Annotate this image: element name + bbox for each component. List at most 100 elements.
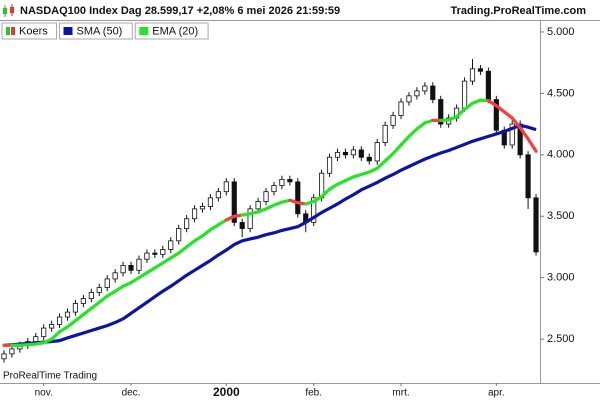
candle-body xyxy=(56,316,63,325)
candle-body xyxy=(184,218,190,229)
candle-body xyxy=(263,191,269,202)
x-tick-label: dec. xyxy=(122,388,141,399)
header-icon xyxy=(3,4,14,17)
candle-body xyxy=(509,123,515,146)
candle-body xyxy=(493,99,499,131)
candle-body xyxy=(144,252,150,260)
ema-segment xyxy=(65,319,78,329)
legend-label: SMA (50) xyxy=(77,25,123,37)
candle-body xyxy=(469,68,476,82)
candle-body xyxy=(72,303,79,313)
ema-segment xyxy=(526,137,538,153)
ema-segment xyxy=(185,239,197,249)
y-tick-label: 3.500 xyxy=(547,210,575,222)
candle-body xyxy=(430,85,436,100)
candle-body xyxy=(438,99,444,125)
candle-body xyxy=(485,70,491,100)
candle-body xyxy=(120,265,126,274)
candle-body xyxy=(326,156,333,174)
y-tick-label: 4.500 xyxy=(547,87,575,99)
ema-segment xyxy=(177,245,189,255)
ema-segment xyxy=(455,107,467,119)
candle-body xyxy=(64,311,71,318)
candle-body xyxy=(104,278,110,288)
candle-body xyxy=(366,156,372,162)
candle-body xyxy=(390,115,396,126)
ema-segment xyxy=(81,306,93,317)
source: Trading.ProRealTime.com xyxy=(450,5,586,17)
y-tick-label: 3.000 xyxy=(547,272,575,284)
candle-body xyxy=(271,185,277,193)
candle-body xyxy=(191,208,198,220)
x-tick-label: mrt. xyxy=(392,388,409,399)
ema-segment xyxy=(407,127,419,138)
legend-swatch xyxy=(6,27,10,35)
candle-body xyxy=(382,124,388,143)
candle-body xyxy=(176,228,182,242)
candle-body xyxy=(239,221,245,229)
ema-segment xyxy=(320,187,332,199)
candle-body xyxy=(477,68,484,72)
candle-body xyxy=(422,85,428,92)
candle-body xyxy=(295,181,301,215)
candle-body xyxy=(128,265,134,271)
legend-swatch xyxy=(139,27,149,35)
candle-body xyxy=(414,90,420,97)
ema-segment xyxy=(89,300,101,311)
candle-body xyxy=(461,80,468,109)
legend-swatch xyxy=(11,27,15,35)
candle-body xyxy=(199,206,206,210)
candle-body xyxy=(223,181,229,193)
ema-segment xyxy=(518,126,530,141)
legend-box xyxy=(1,22,57,40)
ema-segment xyxy=(502,110,514,120)
candle-body xyxy=(88,292,94,299)
ema-segment xyxy=(399,134,411,147)
x-tick-label: 2000 xyxy=(213,385,240,399)
y-tick-label: 4.000 xyxy=(547,149,575,161)
candle-body xyxy=(80,298,86,304)
candle-body xyxy=(49,323,55,329)
sma-line xyxy=(3,123,537,347)
ema-segment xyxy=(375,159,387,170)
ema-segment xyxy=(50,330,62,341)
candle-body xyxy=(287,178,293,183)
legend-label: Koers xyxy=(19,25,48,37)
candle-body xyxy=(112,272,118,280)
candle-body xyxy=(525,154,531,199)
x-tick-label: apr. xyxy=(488,388,505,399)
candle-body xyxy=(215,191,221,199)
candle-body xyxy=(96,287,102,293)
ema-segment xyxy=(494,104,506,114)
ema-segment xyxy=(462,101,475,111)
candle-body xyxy=(1,353,7,360)
ema-segment xyxy=(97,294,109,304)
candle-body xyxy=(311,197,317,223)
y-tick-label: 2.500 xyxy=(547,333,575,345)
candle-body xyxy=(406,95,412,103)
candle-body xyxy=(334,151,341,158)
ema-segment xyxy=(391,143,403,156)
ema-segment xyxy=(73,312,85,323)
candle-body xyxy=(33,336,39,342)
legend-box xyxy=(59,22,133,40)
ema-segment xyxy=(383,151,395,163)
candle-body xyxy=(136,258,142,271)
legend-item: EMA (20) xyxy=(134,22,209,40)
candle-body xyxy=(358,149,364,158)
candle-body xyxy=(374,142,380,162)
legend-swatch xyxy=(63,27,73,35)
candle-body xyxy=(247,208,253,229)
candle-body xyxy=(160,249,166,255)
chart-title: NASDAQ100 Index Dag 28.599,17 +2,08% 6 m… xyxy=(20,5,340,17)
legend-label: EMA (20) xyxy=(152,25,198,37)
candle-body xyxy=(9,348,15,355)
candle-body xyxy=(152,252,158,255)
legend-box xyxy=(134,22,209,40)
candle-body xyxy=(168,240,174,250)
candle-body xyxy=(207,197,214,207)
ema-segment xyxy=(415,121,427,131)
candle-body xyxy=(342,151,349,156)
ema-segment xyxy=(510,116,522,130)
